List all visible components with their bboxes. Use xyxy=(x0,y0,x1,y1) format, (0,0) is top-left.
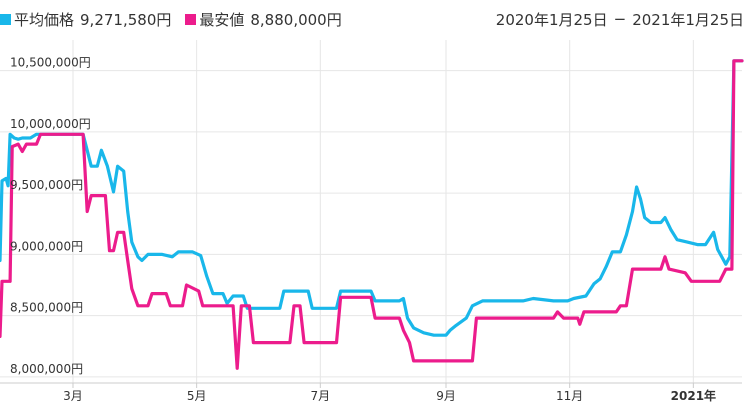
lowest-price-swatch xyxy=(185,13,197,25)
average-price-swatch xyxy=(0,13,11,25)
date-range-end: 2021年1月25日 xyxy=(632,10,744,29)
series-line-lowest-price[interactable] xyxy=(0,59,744,370)
lowest-price-value: 8,880,000円 xyxy=(250,10,342,29)
date-range-start: 2020年1月25日 xyxy=(495,10,608,29)
date-range-separator: − xyxy=(613,10,627,28)
date-range: 2020年1月25日 − 2021年1月25日 xyxy=(496,9,744,29)
lowest-price-label: 最安値 xyxy=(199,10,245,29)
x-tick-label: 7月 xyxy=(310,389,330,403)
average-price-label: 平均価格 xyxy=(14,10,75,29)
x-tick-label: 5月 xyxy=(187,389,207,403)
x-tick-label: 2021年 xyxy=(671,388,716,403)
legend-item-lowest[interactable]: 最安値 8,880,000円 xyxy=(185,9,342,30)
y-tick-label: 8,000,000円 xyxy=(10,362,83,376)
y-tick-label: 8,500,000円 xyxy=(10,301,83,315)
x-tick-label: 3月 xyxy=(63,389,83,403)
x-tick-label: 11月 xyxy=(556,389,583,403)
legend: 平均価格 9,271,580円 最安値 8,880,000円 xyxy=(0,9,356,29)
x-tick-label: 9月 xyxy=(436,389,456,403)
series-line-average-price[interactable] xyxy=(0,59,744,337)
y-tick-label: 10,500,000円 xyxy=(10,56,91,70)
average-price-value: 9,271,580円 xyxy=(80,10,172,29)
y-tick-label: 9,000,000円 xyxy=(10,239,83,253)
legend-item-average[interactable]: 平均価格 9,271,580円 xyxy=(0,9,171,30)
y-tick-label: 10,000,000円 xyxy=(10,117,91,131)
y-tick-label: 9,500,000円 xyxy=(10,178,83,192)
